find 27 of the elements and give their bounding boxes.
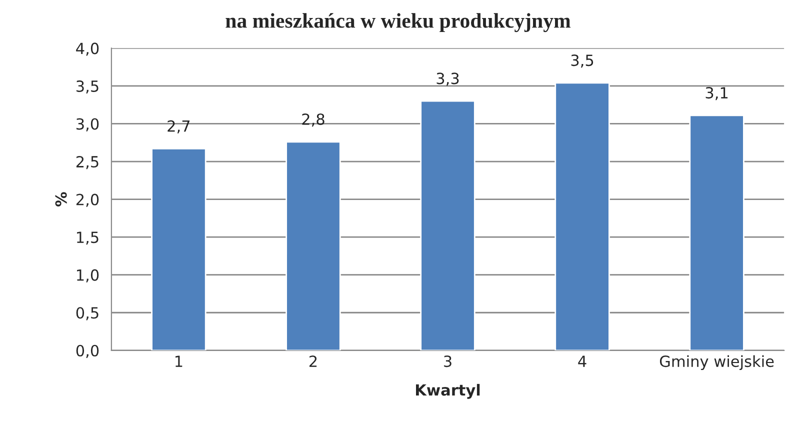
y-tick-label: 3,0 [76,118,99,132]
x-tick-label: 4 [578,356,586,367]
data-label: 3,3 [436,72,459,86]
y-tick-label: 0,5 [76,307,98,320]
y-tick-label: 2,0 [76,194,99,207]
bar [420,100,476,350]
y-tick-label: 1,0 [77,269,99,282]
bar [689,114,744,350]
data-label: 3,5 [571,54,594,68]
data-label: 2,8 [302,113,324,127]
bar [554,82,610,350]
y-tick-label: 4,0 [76,42,99,56]
x-tick-label: Gminy wiejskie [660,355,774,370]
y-tick-label: 1,5 [77,232,98,245]
y-axis-title: % [55,192,67,206]
bar [286,141,341,350]
x-axis-title: Kwartyl [416,384,480,399]
y-tick-label: 3,5 [76,80,98,94]
y-tick-label: 0,0 [76,344,99,358]
x-tick-label: 1 [176,356,182,367]
x-tick-label: 3 [444,356,452,368]
bar [151,148,206,350]
chart-title: na mieszkańca w wieku produkcyjnym [226,13,571,32]
y-tick-label: 2,5 [76,156,98,170]
data-label: 3,1 [706,87,728,100]
x-tick-label: 2 [309,356,317,367]
data-label: 2,7 [168,120,190,134]
